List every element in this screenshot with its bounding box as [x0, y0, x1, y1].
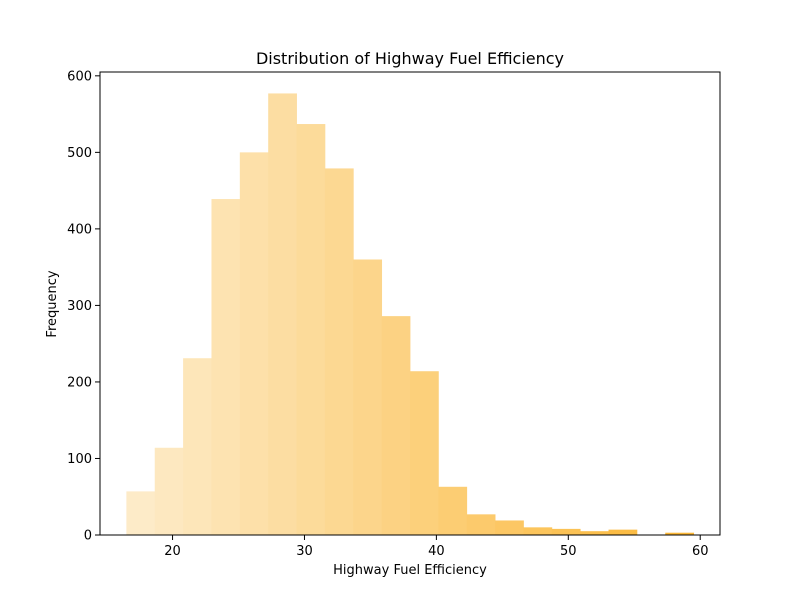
- y-tick-label: 100: [67, 452, 92, 467]
- y-tick-label: 600: [67, 69, 92, 84]
- histogram-bar: [126, 491, 156, 535]
- histogram-bar: [183, 358, 212, 535]
- x-tick-label: 20: [164, 544, 181, 559]
- histogram-bar: [495, 520, 524, 535]
- histogram-bar: [410, 371, 439, 535]
- histogram-bar: [239, 152, 269, 535]
- y-tick-label: 0: [84, 529, 92, 544]
- histogram-bar: [381, 316, 411, 535]
- chart-title: Distribution of Highway Fuel Efficiency: [256, 49, 564, 68]
- histogram-bar: [154, 447, 184, 535]
- x-axis-label: Highway Fuel Efficiency: [333, 563, 487, 578]
- histogram-bar: [324, 168, 354, 535]
- histogram-bar: [665, 532, 695, 535]
- y-axis: 0 100 200 300 400 500 600: [67, 69, 100, 544]
- histogram-bar: [268, 93, 297, 535]
- x-tick-label: 30: [296, 544, 313, 559]
- histogram-bar: [551, 528, 581, 535]
- histogram-bar: [353, 259, 383, 535]
- x-tick-label: 40: [428, 544, 445, 559]
- y-tick-label: 200: [67, 375, 92, 390]
- x-tick-label: 60: [692, 544, 709, 559]
- plot-frame: [99, 71, 721, 536]
- histogram-bar: [296, 124, 326, 535]
- y-axis-label: Frequency: [45, 270, 60, 337]
- y-tick-label: 500: [67, 146, 92, 161]
- histogram-bar: [211, 199, 241, 535]
- histogram-bar: [438, 486, 468, 535]
- x-tick-label: 50: [560, 544, 577, 559]
- histogram-bar: [608, 529, 638, 535]
- y-tick-label: 300: [67, 299, 92, 314]
- y-tick-label: 400: [67, 222, 92, 237]
- x-axis: 20 30 40 50 60: [164, 535, 708, 559]
- histogram-bar: [523, 527, 553, 535]
- histogram-bar: [466, 514, 496, 535]
- histogram-bar: [580, 531, 609, 535]
- bars-group: [126, 93, 695, 535]
